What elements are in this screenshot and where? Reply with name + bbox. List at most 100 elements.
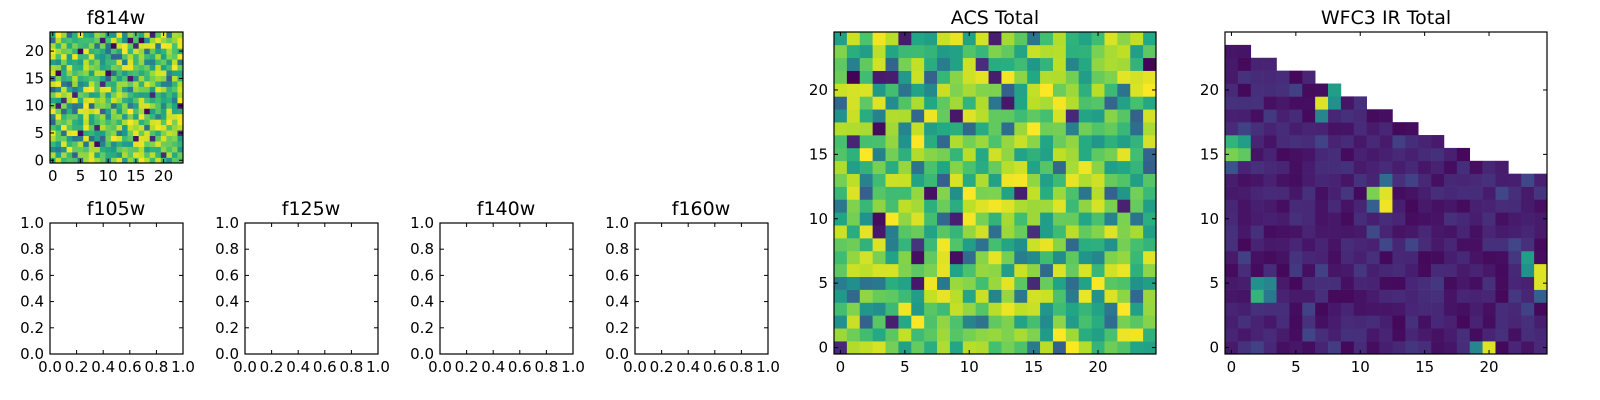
heatmap-cell <box>1289 328 1303 342</box>
y-tick-label: 0.2 <box>410 319 434 337</box>
heatmap-cell <box>1405 250 1419 265</box>
heatmap-cell <box>1104 70 1118 84</box>
heatmap-cell <box>88 113 95 120</box>
heatmap-cell <box>99 146 106 153</box>
heatmap-cell <box>1263 173 1277 187</box>
panel-title: ACS Total <box>951 7 1039 29</box>
heatmap-cell <box>1328 199 1342 213</box>
heatmap-cell <box>937 238 951 252</box>
heatmap-cell <box>77 97 84 104</box>
heatmap-cell <box>1091 341 1105 355</box>
heatmap-cell <box>1065 341 1080 355</box>
heatmap-cell <box>149 32 156 38</box>
heatmap-cell <box>171 64 178 71</box>
heatmap-cell <box>1521 276 1535 290</box>
heatmap-cell <box>898 160 912 174</box>
heatmap-cell <box>962 96 976 110</box>
heatmap-cell <box>1237 315 1252 329</box>
heatmap-cell <box>846 135 861 149</box>
heatmap-cell <box>1418 186 1432 200</box>
heatmap-cell <box>66 42 73 49</box>
heatmap-cell <box>88 59 95 66</box>
heatmap-cell <box>127 102 134 109</box>
heatmap-cell <box>1366 186 1380 200</box>
heatmap-cell <box>160 141 167 147</box>
heatmap-cell <box>110 64 117 71</box>
heatmap-cell <box>898 147 912 162</box>
heatmap-cell <box>166 75 173 82</box>
heatmap-cell <box>166 146 173 153</box>
x-axis: 0.0 0.2 0.4 0.6 0.8 1.0 <box>428 223 585 376</box>
heatmap-cell <box>1289 263 1303 278</box>
heatmap-cell <box>1315 160 1329 174</box>
heatmap-cell <box>105 64 112 71</box>
heatmap-cell <box>1315 96 1329 110</box>
heatmap-cell <box>1143 250 1157 265</box>
heatmap-cell <box>61 92 67 98</box>
heatmap-cell <box>1495 160 1509 174</box>
heatmap-cell <box>1521 315 1535 329</box>
heatmap-cell <box>83 53 90 60</box>
heatmap-cell <box>133 113 139 120</box>
heatmap-cell <box>872 109 886 123</box>
heatmap-cell <box>1418 199 1432 213</box>
heatmap-cell <box>1250 173 1264 187</box>
heatmap-cell <box>1104 276 1118 290</box>
heatmap-cell <box>834 32 848 46</box>
heatmap-cell <box>1495 263 1509 278</box>
x-tick-label: 1.0 <box>366 358 390 376</box>
heatmap-cell <box>1001 83 1015 97</box>
x-tick-label: 0.6 <box>313 358 337 376</box>
heatmap-cell <box>171 32 178 38</box>
heatmap-cell <box>110 37 117 44</box>
heatmap-cell <box>105 119 112 126</box>
heatmap-cell <box>99 53 106 60</box>
heatmap-cell <box>962 302 976 316</box>
heatmap-cell <box>937 83 951 97</box>
heatmap-cell <box>911 147 925 162</box>
heatmap-cell <box>988 225 1002 239</box>
heatmap-cell <box>94 124 101 131</box>
heatmap-cell <box>55 146 62 153</box>
heatmap-cell <box>1276 302 1290 316</box>
y-tick-label: 0.2 <box>215 319 239 337</box>
heatmap-cell <box>122 70 128 76</box>
heatmap-cell <box>171 37 178 44</box>
heatmap-cell <box>83 42 90 49</box>
heatmap-cell <box>1328 315 1342 329</box>
heatmap-cell <box>1117 122 1131 136</box>
heatmap-cell <box>88 124 95 131</box>
heatmap-cell <box>1482 173 1496 187</box>
heatmap-cell <box>133 81 139 87</box>
heatmap-cell <box>1091 199 1105 213</box>
heatmap-cell <box>1443 289 1458 303</box>
heatmap-cell <box>138 59 145 66</box>
heatmap-cell <box>66 141 73 147</box>
panel-f160w: f160w 0.0 0.2 0.4 0.6 0.8 1.0 0.00.20.40.60.8… <box>605 198 780 376</box>
heatmap-cell <box>55 135 62 142</box>
heatmap-cell <box>88 102 95 109</box>
heatmap-cell <box>924 122 938 136</box>
heatmap-cell <box>99 130 106 137</box>
x-tick-label: 0 <box>48 167 58 185</box>
heatmap-cell <box>949 289 964 303</box>
heatmap-cell <box>1040 341 1054 355</box>
heatmap-cell <box>72 124 79 131</box>
heatmap-cell <box>1052 250 1067 265</box>
heatmap-cell <box>1405 289 1419 303</box>
heatmap-cell <box>834 341 848 355</box>
heatmap-cell <box>834 328 848 342</box>
heatmap-cell <box>1225 83 1239 97</box>
heatmap-cell <box>1366 109 1380 123</box>
heatmap-cell <box>133 42 139 49</box>
heatmap-cell <box>66 92 73 98</box>
heatmap-cell <box>77 130 84 137</box>
heatmap-cell <box>61 48 67 55</box>
heatmap-cell <box>1225 302 1239 316</box>
heatmap-cell <box>1027 70 1041 84</box>
heatmap-cell <box>962 44 976 59</box>
heatmap-cell <box>116 130 123 137</box>
heatmap-cell <box>83 92 90 98</box>
heatmap-cell <box>1237 302 1252 316</box>
heatmap-cell <box>1143 302 1157 316</box>
